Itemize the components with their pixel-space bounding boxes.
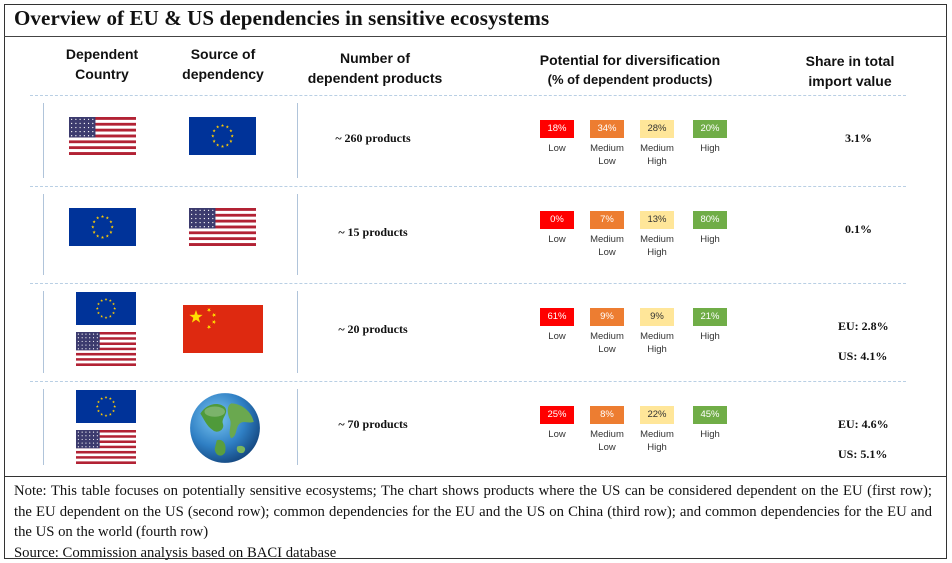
diversification-medium-low-box: 7% xyxy=(590,211,624,229)
eu-flag xyxy=(69,208,136,251)
source-text: Source: Commission analysis based on BAC… xyxy=(14,543,932,563)
products-count: ~ 15 products xyxy=(298,225,448,240)
diversification-medium-high-box: 9% xyxy=(640,308,674,326)
header-source-line1: Source of xyxy=(170,44,276,64)
globe-icon xyxy=(186,389,264,472)
header-diversification-line1: Potential for diversification xyxy=(520,50,740,70)
diversification-medium-low-label: Low xyxy=(582,343,632,356)
header-share-import: Share in total import value xyxy=(790,51,910,91)
share-value-eu: EU: 2.8% xyxy=(838,319,889,334)
share-value: 0.1% xyxy=(845,222,872,237)
diversification-medium-high-label: High xyxy=(632,246,682,259)
share-value: 3.1% xyxy=(845,131,872,146)
products-count: ~ 70 products xyxy=(298,417,448,432)
diversification-medium-low-label: Medium xyxy=(582,233,632,246)
row-separator xyxy=(30,283,906,284)
us-flag xyxy=(76,430,136,469)
diversification-medium-high-label: Medium xyxy=(632,428,682,441)
diversification-medium-high-label: Medium xyxy=(632,233,682,246)
header-source-of-dependency: Source of dependency xyxy=(170,44,276,84)
header-source-line2: dependency xyxy=(170,64,276,84)
header-diversification-line2: (% of dependent products) xyxy=(520,70,740,90)
diversification-medium-high-box: 28% xyxy=(640,120,674,138)
diversification-medium-low-label: Medium xyxy=(582,142,632,155)
row-separator xyxy=(30,186,906,187)
diversification-high-box: 80% xyxy=(693,211,727,229)
header-dependent-line2: Country xyxy=(50,64,154,84)
diversification-high-label: High xyxy=(685,233,735,246)
note-text: Note: This table focuses on potentially … xyxy=(14,481,932,543)
row-bracket-left xyxy=(43,103,44,178)
diversification-high-label: High xyxy=(685,428,735,441)
diversification-low-box: 25% xyxy=(540,406,574,424)
diversification-medium-low-label: Low xyxy=(582,155,632,168)
diversification-low-box: 61% xyxy=(540,308,574,326)
us-flag xyxy=(76,332,136,371)
share-value-us: US: 4.1% xyxy=(838,349,887,364)
diversification-medium-high-box: 13% xyxy=(640,211,674,229)
diversification-low-label: Low xyxy=(532,330,582,343)
header-products-line1: Number of xyxy=(296,48,454,68)
diversification-medium-high-label: High xyxy=(632,343,682,356)
diversification-medium-high-label: Medium xyxy=(632,330,682,343)
share-value-us: US: 5.1% xyxy=(838,447,887,462)
header-number-products: Number of dependent products xyxy=(296,48,454,88)
header-share-line2: import value xyxy=(790,71,910,91)
products-count: ~ 260 products xyxy=(298,131,448,146)
diversification-low-box: 18% xyxy=(540,120,574,138)
diversification-medium-high-box: 22% xyxy=(640,406,674,424)
title-rule xyxy=(4,36,947,37)
header-products-line2: dependent products xyxy=(296,68,454,88)
row-separator xyxy=(30,381,906,382)
products-count: ~ 20 products xyxy=(298,322,448,337)
eu-flag xyxy=(189,117,256,160)
diversification-low-box: 0% xyxy=(540,211,574,229)
china-flag xyxy=(183,305,263,358)
us-flag xyxy=(189,208,256,251)
row-bracket-left xyxy=(43,194,44,275)
diversification-medium-high-label: High xyxy=(632,441,682,454)
diversification-high-label: High xyxy=(685,142,735,155)
diversification-medium-low-label: Low xyxy=(582,246,632,259)
header-dependent-line1: Dependent xyxy=(50,44,154,64)
diversification-high-label: High xyxy=(685,330,735,343)
note-block: Note: This table focuses on potentially … xyxy=(14,481,932,563)
diversification-medium-high-label: High xyxy=(632,155,682,168)
diversification-medium-low-label: Medium xyxy=(582,330,632,343)
diversification-medium-low-label: Low xyxy=(582,441,632,454)
diversification-medium-low-label: Medium xyxy=(582,428,632,441)
header-potential-diversification: Potential for diversification (% of depe… xyxy=(520,50,740,90)
diversification-low-label: Low xyxy=(532,233,582,246)
diversification-medium-low-box: 8% xyxy=(590,406,624,424)
header-dependent-country: Dependent Country xyxy=(50,44,154,84)
diversification-low-label: Low xyxy=(532,428,582,441)
diversification-medium-low-box: 34% xyxy=(590,120,624,138)
diversification-high-box: 21% xyxy=(693,308,727,326)
row-bracket-left xyxy=(43,389,44,465)
diversification-high-box: 45% xyxy=(693,406,727,424)
us-flag xyxy=(69,117,136,160)
diversification-high-box: 20% xyxy=(693,120,727,138)
figure-title: Overview of EU & US dependencies in sens… xyxy=(14,6,549,31)
diversification-low-label: Low xyxy=(532,142,582,155)
diversification-medium-high-label: Medium xyxy=(632,142,682,155)
eu-flag xyxy=(76,292,136,330)
row-separator xyxy=(30,95,906,96)
diversification-medium-low-box: 9% xyxy=(590,308,624,326)
row-bracket-left xyxy=(43,291,44,373)
header-share-line1: Share in total xyxy=(790,51,910,71)
share-value-eu: EU: 4.6% xyxy=(838,417,889,432)
eu-flag xyxy=(76,390,136,428)
note-rule xyxy=(4,476,947,477)
